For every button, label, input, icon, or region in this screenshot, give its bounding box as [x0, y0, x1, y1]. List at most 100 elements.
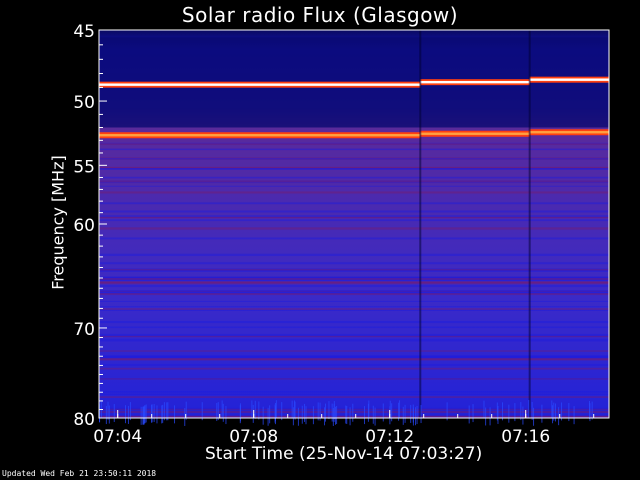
- striation: [99, 350, 609, 352]
- noise-spike: [324, 403, 326, 422]
- noise-spike: [414, 407, 416, 426]
- striation: [99, 219, 609, 222]
- noise-spike: [108, 405, 110, 424]
- striation: [99, 306, 609, 308]
- noise-spike: [319, 402, 321, 421]
- y-axis-label: Frequency [MHz]: [48, 155, 68, 290]
- x-tick-label: 07:16: [501, 427, 550, 447]
- noise-spike: [281, 402, 283, 421]
- noise-spike: [334, 406, 336, 425]
- noise-spike: [497, 405, 499, 424]
- striation: [99, 355, 609, 358]
- noise-spike: [336, 405, 338, 424]
- noise-spike: [331, 403, 333, 422]
- striation: [99, 253, 609, 257]
- striation: [99, 290, 609, 292]
- striation: [99, 326, 609, 329]
- noise-spike: [239, 403, 241, 422]
- y-tick-label: 60: [73, 216, 95, 236]
- striation: [99, 269, 609, 272]
- striation: [99, 284, 609, 288]
- striation: [99, 237, 609, 240]
- noise-spike: [127, 405, 129, 424]
- noise-spike: [346, 405, 348, 424]
- y-tick-label: 70: [73, 320, 95, 340]
- noise-spike: [472, 404, 474, 423]
- noise-spike: [124, 405, 126, 424]
- striation: [99, 378, 609, 380]
- updated-timestamp: Updated Wed Feb 21 23:50:11 2018: [2, 469, 157, 478]
- noise-spike: [144, 405, 146, 424]
- noise-spike: [352, 403, 354, 422]
- noise-spike: [262, 406, 264, 425]
- striation: [99, 335, 609, 338]
- noise-spike: [382, 403, 384, 422]
- noise-spike: [561, 402, 563, 421]
- noise-spike: [140, 406, 142, 425]
- striation: [99, 268, 609, 271]
- noise-spike: [293, 400, 295, 419]
- striation: [99, 157, 609, 160]
- noise-spike: [222, 403, 224, 422]
- noise-spike: [416, 406, 418, 425]
- noise-spike: [420, 405, 422, 424]
- striation: [99, 396, 609, 398]
- noise-spike: [399, 400, 401, 419]
- noise-spike: [468, 405, 470, 424]
- noise-spike: [162, 404, 164, 423]
- noise-spike: [167, 402, 169, 421]
- striation: [99, 143, 609, 145]
- noise-spike: [372, 405, 374, 424]
- noise-spike: [258, 401, 260, 420]
- noise-spike: [291, 400, 293, 419]
- striation: [99, 277, 609, 280]
- striation: [99, 415, 609, 418]
- emission-line-core: [420, 132, 530, 135]
- noise-spike: [294, 401, 296, 420]
- noise-spike: [568, 403, 570, 422]
- noise-spike: [275, 400, 277, 419]
- striation: [99, 415, 609, 418]
- noise-spike: [551, 400, 553, 419]
- striation: [99, 185, 609, 187]
- noise-spike: [274, 402, 276, 421]
- noise-spike: [398, 402, 400, 421]
- striation: [99, 281, 609, 284]
- noise-spike: [552, 405, 554, 424]
- noise-spike: [553, 402, 555, 421]
- noise-spike: [99, 404, 101, 423]
- striation: [99, 279, 609, 281]
- striation: [99, 410, 609, 414]
- striation: [99, 148, 609, 151]
- noise-spike: [364, 406, 366, 425]
- noise-spike: [332, 407, 334, 426]
- noise-spike: [217, 402, 219, 421]
- noise-spike: [221, 400, 223, 419]
- striation: [99, 268, 609, 271]
- striation: [99, 391, 609, 393]
- y-tick-label: 45: [73, 22, 95, 42]
- noise-spike: [301, 405, 303, 424]
- striation: [99, 340, 609, 342]
- noise-spike: [591, 401, 593, 420]
- striation: [99, 407, 609, 410]
- noise-spike: [531, 401, 533, 420]
- noise-spike: [345, 405, 347, 424]
- noise-spike: [483, 400, 485, 419]
- striation: [99, 408, 609, 410]
- striation: [99, 202, 609, 205]
- striation: [99, 276, 609, 280]
- striation: [99, 227, 609, 230]
- striation: [99, 309, 609, 311]
- noise-spike: [185, 401, 187, 420]
- emission-line-core: [529, 78, 609, 81]
- striation: [99, 308, 609, 310]
- striation: [99, 157, 609, 160]
- noise-spike: [225, 406, 227, 425]
- noise-spike: [107, 401, 109, 420]
- emission-line-core: [529, 131, 609, 134]
- noise-spike: [305, 406, 307, 425]
- striation: [99, 367, 609, 370]
- striation: [99, 355, 609, 359]
